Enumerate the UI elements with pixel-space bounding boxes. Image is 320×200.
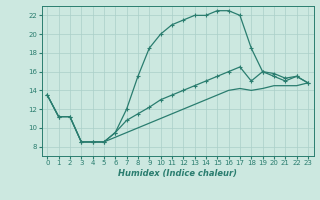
X-axis label: Humidex (Indice chaleur): Humidex (Indice chaleur) [118,169,237,178]
